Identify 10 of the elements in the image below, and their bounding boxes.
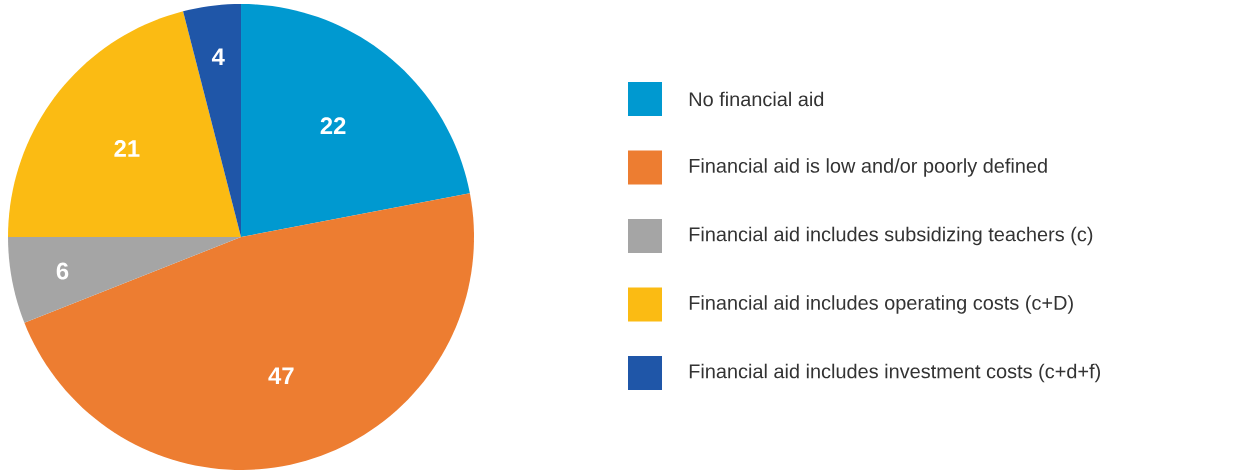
data-label: 21 [114, 140, 140, 157]
legend-label: No financial aid [689, 91, 824, 107]
legend-label: Financial aid includes investment costs (c+d+f) [689, 363, 1100, 383]
legend-label: Financial aid includes subsidizing teachers (c) [689, 226, 1093, 246]
data-label: 22 [320, 117, 346, 135]
data-label: 6 [56, 262, 69, 280]
legend-label: Financial aid includes operating costs (c+D) [689, 295, 1073, 314]
data-label: 47 [268, 367, 294, 384]
data-label: 4 [211, 48, 225, 65]
legend-label: Financial aid is low and/or poorly defined [689, 158, 1047, 177]
